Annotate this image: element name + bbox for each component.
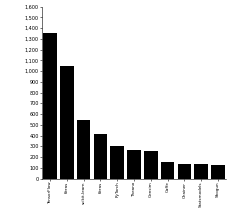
Bar — [94, 134, 107, 179]
Bar — [144, 151, 158, 179]
Bar — [77, 119, 90, 179]
Bar — [43, 33, 57, 179]
Bar — [110, 146, 124, 179]
Bar — [161, 162, 174, 179]
Bar — [127, 150, 141, 179]
Bar — [60, 66, 73, 179]
Bar — [178, 164, 191, 179]
Bar — [211, 165, 225, 179]
Bar — [195, 164, 208, 179]
